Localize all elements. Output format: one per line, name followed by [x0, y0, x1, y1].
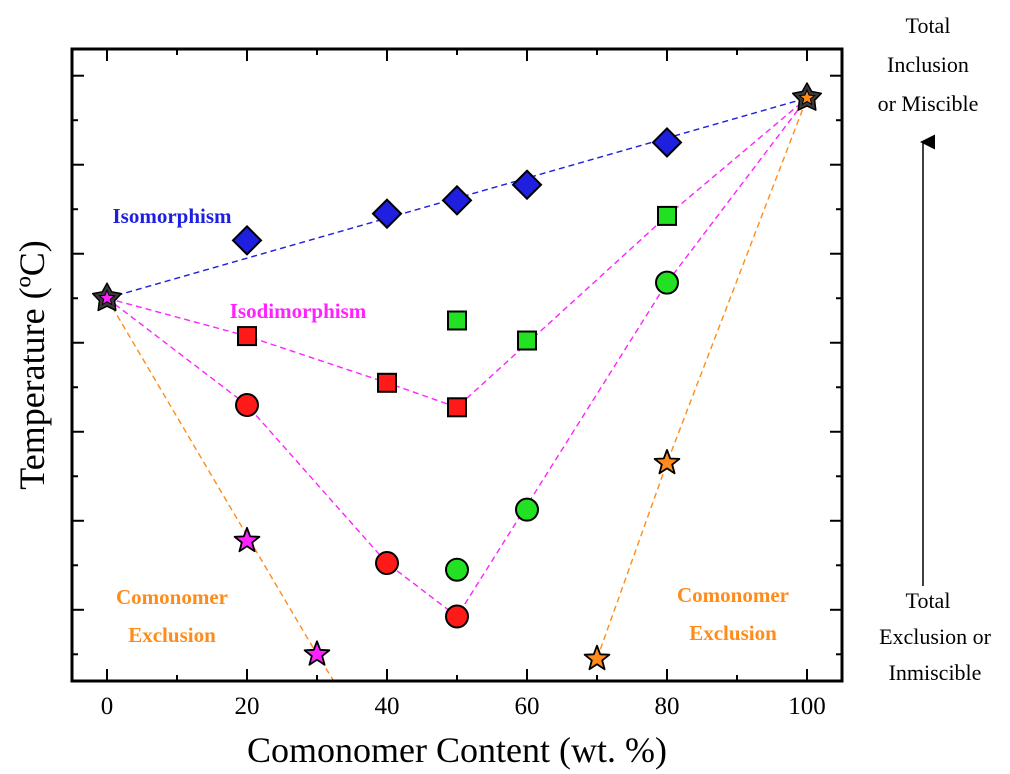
circle-green-point: [445, 557, 469, 582]
isomorphism-label: Isomorphism: [112, 204, 232, 228]
side-note-top-line2: Inclusion: [887, 52, 969, 77]
diamond-blue-point: [231, 224, 263, 256]
dashed-line-orange-4: [596, 97, 808, 659]
square-green-point: [517, 330, 537, 351]
side-note-bottom-line2: Exclusion or: [879, 624, 991, 649]
x-tick-label: 40: [375, 693, 400, 720]
x-tick-label: 100: [788, 693, 826, 720]
x-axis-title: Comonomer Content (wt. %): [247, 730, 667, 770]
comonomer-exclusion-right-line1: Comonomer: [677, 583, 789, 607]
comonomer-exclusion-left-line2: Exclusion: [128, 623, 216, 647]
circle-red-point: [235, 393, 259, 418]
square-red-point: [377, 372, 397, 393]
comonomer-exclusion-right-line2: Exclusion: [689, 621, 777, 645]
x-tick-label: 60: [515, 693, 540, 720]
star-magenta-point: [303, 640, 331, 666]
comonomer-exclusion-left-line1: Comonomer: [116, 585, 228, 609]
dashed-line-magenta-2: [106, 97, 808, 618]
diamond-blue-point: [511, 169, 543, 201]
diamond-blue-point: [371, 198, 403, 230]
square-green-point: [657, 205, 677, 226]
star-magenta-point: [233, 526, 261, 553]
circle-green-point: [655, 270, 679, 295]
star-endpoint-orange-point: [798, 88, 816, 106]
isodimorphism-label: Isodimorphism: [230, 299, 367, 323]
circle-green-point: [515, 497, 539, 522]
side-note-top-line3: or Miscible: [878, 91, 979, 116]
x-tick-label: 0: [101, 693, 114, 720]
side-note-bottom-line3: Inmiscible: [889, 660, 982, 685]
x-tick-label: 80: [655, 693, 680, 720]
axis-ticks-layer: 0 20 40 60 80 100: [72, 49, 842, 720]
circle-red-point: [375, 551, 399, 576]
data-points-layer: [91, 82, 823, 671]
square-red-point: [237, 326, 257, 347]
star-orange-point: [653, 449, 681, 475]
side-note-bottom-line1: Total: [906, 588, 951, 613]
star-endpoint-magenta-point: [98, 288, 116, 306]
side-note-top-line1: Total: [906, 13, 951, 38]
dashed-line-magenta-1: [106, 97, 808, 409]
square-red-point: [447, 397, 467, 418]
x-tick-label: 20: [235, 693, 260, 720]
circle-red-point: [445, 604, 469, 629]
diamond-blue-point: [441, 184, 473, 216]
y-axis-title: Temperature (ºC): [12, 240, 52, 490]
square-green-point: [447, 310, 467, 331]
diamond-blue-point: [651, 127, 683, 158]
star-orange-point: [583, 644, 611, 671]
